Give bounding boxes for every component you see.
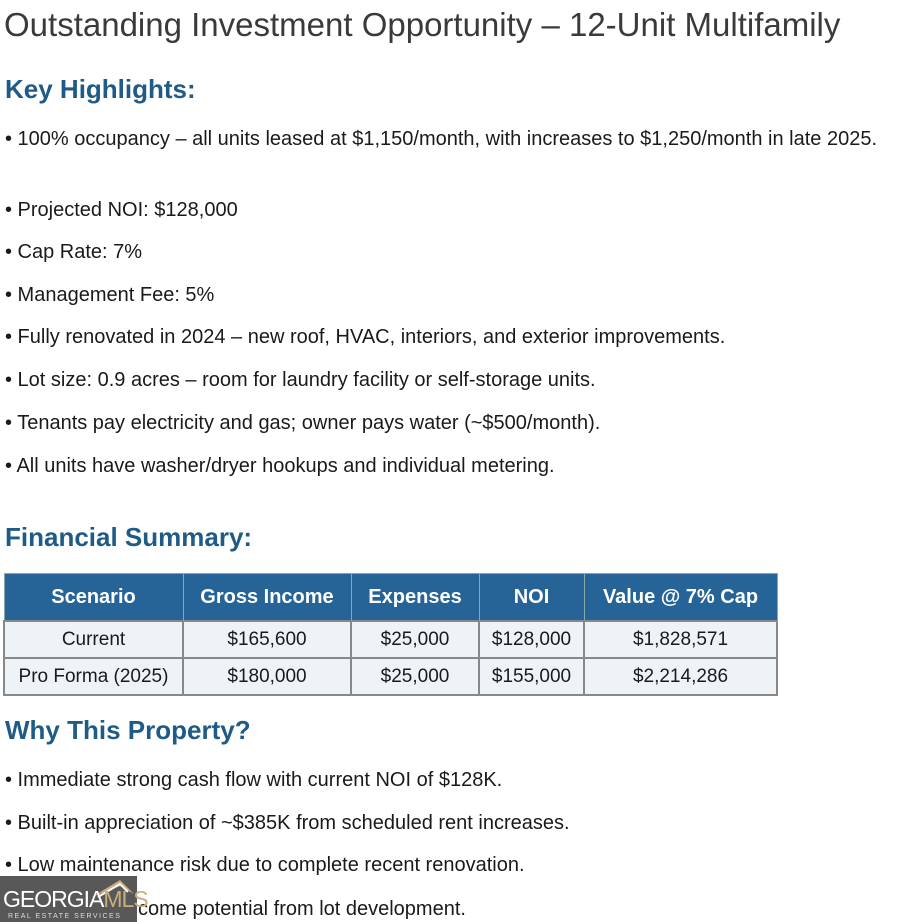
financial-summary-table: Scenario Gross Income Expenses NOI Value…: [3, 573, 778, 696]
table-cell: $165,600: [182, 620, 352, 659]
highlight-item: • 100% occupancy – all units leased at $…: [5, 128, 878, 150]
why-this-property-heading: Why This Property?: [5, 715, 251, 745]
highlight-item: • Projected NOI: $128,000: [5, 199, 238, 221]
logo-wordmark: GEORGIAMLS: [3, 886, 149, 912]
why-item: • Low maintenance risk due to complete r…: [5, 854, 525, 876]
highlight-item: • Tenants pay electricity and gas; owner…: [5, 412, 601, 434]
why-item: • Immediate strong cash flow with curren…: [5, 769, 503, 791]
highlight-item: • Fully renovated in 2024 – new roof, HV…: [5, 326, 726, 348]
table-cell: $155,000: [478, 657, 585, 696]
table-cell: $25,000: [350, 620, 480, 659]
column-header: Value @ 7% Cap: [583, 573, 778, 622]
table-cell: Current: [3, 620, 184, 659]
highlight-item: • Management Fee: 5%: [5, 284, 215, 306]
table-cell: $128,000: [478, 620, 585, 659]
column-header: NOI: [478, 573, 585, 622]
table-row: Current $165,600 $25,000 $128,000 $1,828…: [3, 620, 778, 659]
georgia-mls-logo: GEORGIAMLS REAL ESTATE SERVICES: [0, 876, 149, 922]
key-highlights-heading: Key Highlights:: [5, 74, 196, 104]
page-title: Outstanding Investment Opportunity – 12-…: [4, 6, 841, 43]
table-cell: $2,214,286: [583, 657, 778, 696]
highlight-item: • Cap Rate: 7%: [5, 241, 143, 263]
table-cell: $180,000: [182, 657, 352, 696]
roof-icon: [92, 880, 134, 898]
highlight-item: • All units have washer/dryer hookups an…: [5, 455, 555, 477]
column-header: Expenses: [350, 573, 480, 622]
table-cell: Pro Forma (2025): [3, 657, 184, 696]
table-row: Pro Forma (2025) $180,000 $25,000 $155,0…: [3, 657, 778, 696]
why-item: come potential from lot development.: [138, 898, 466, 920]
table-cell: $25,000: [350, 657, 480, 696]
table-header-row: Scenario Gross Income Expenses NOI Value…: [3, 573, 778, 622]
table-cell: $1,828,571: [583, 620, 778, 659]
highlight-item: • Lot size: 0.9 acres – room for laundry…: [5, 369, 596, 391]
financial-summary-heading: Financial Summary:: [5, 522, 253, 552]
why-item: • Built-in appreciation of ~$385K from s…: [5, 812, 570, 834]
column-header: Gross Income: [182, 573, 352, 622]
logo-tagline: REAL ESTATE SERVICES: [8, 913, 122, 920]
column-header: Scenario: [3, 573, 184, 622]
